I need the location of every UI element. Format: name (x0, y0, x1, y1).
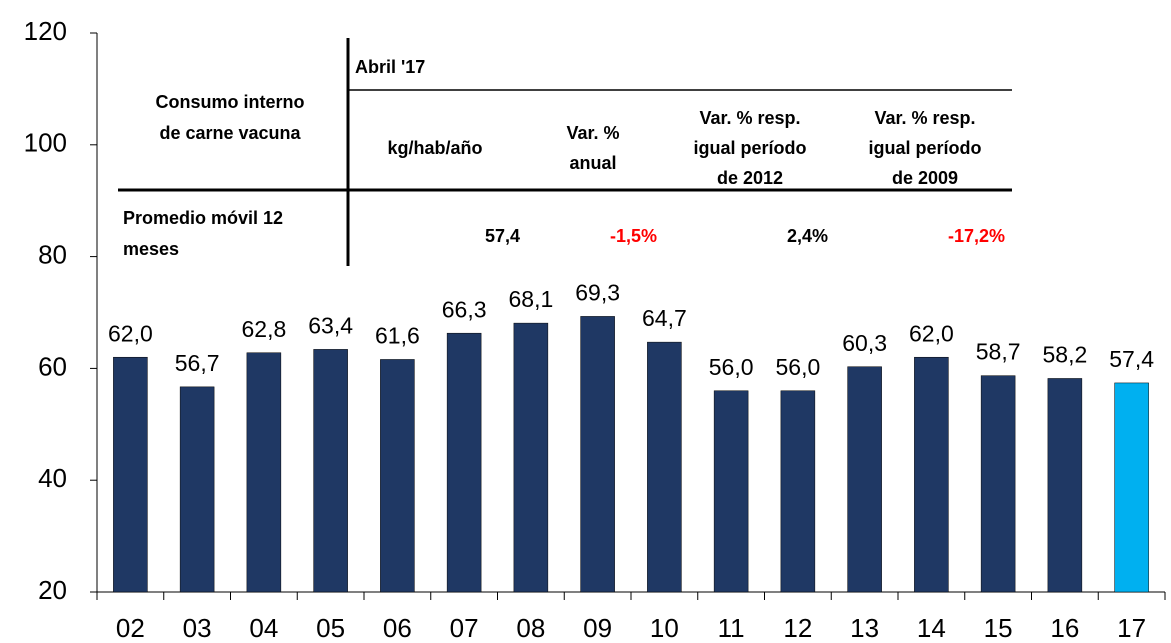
bar (847, 366, 882, 593)
table-column-header: igual período (693, 138, 806, 158)
x-tick-label: 12 (783, 613, 812, 643)
table-column-header: Var. % resp. (874, 108, 975, 128)
x-tick-label: 09 (583, 613, 612, 643)
bar (113, 356, 148, 593)
bar (446, 332, 482, 593)
table-column-header: Var. % (566, 123, 619, 143)
bar (380, 359, 415, 593)
table-column-header: kg/hab/año (387, 138, 482, 158)
bar (647, 341, 682, 593)
bar (780, 390, 816, 593)
bar (980, 375, 1016, 593)
table-cell: 2,4% (787, 226, 828, 246)
value-label: 62,0 (909, 320, 954, 346)
y-tick-label: 100 (24, 128, 67, 158)
x-tick-label: 05 (316, 613, 345, 643)
x-tick-label: 02 (116, 613, 145, 643)
bar (914, 356, 949, 593)
table-cell: -17,2% (948, 226, 1005, 246)
value-label: 62,0 (108, 320, 153, 346)
x-tick-label: 04 (249, 613, 278, 643)
value-label: 56,0 (709, 354, 754, 380)
table-period: Abril '17 (355, 57, 425, 77)
x-tick-label: 17 (1117, 613, 1146, 643)
bar (1047, 378, 1083, 593)
table-column-header: anual (569, 153, 616, 173)
y-tick-label: 120 (24, 16, 67, 46)
table-row-label: meses (123, 239, 179, 259)
value-label: 63,4 (308, 312, 353, 338)
y-tick-label: 20 (38, 575, 67, 605)
x-tick-label: 06 (383, 613, 412, 643)
value-label: 64,7 (642, 305, 687, 331)
value-label: 56,7 (175, 350, 220, 376)
x-tick-label: 16 (1050, 613, 1079, 643)
value-label: 69,3 (575, 279, 620, 305)
value-label: 60,3 (842, 330, 887, 356)
value-label: 58,7 (976, 339, 1021, 365)
table-cell: 57,4 (485, 226, 520, 246)
y-tick-label: 60 (38, 351, 67, 381)
x-tick-label: 10 (650, 613, 679, 643)
value-label: 57,4 (1109, 346, 1154, 372)
table-row-label: Promedio móvil 12 (123, 208, 283, 228)
bar (1114, 382, 1149, 593)
value-label: 56,0 (775, 354, 820, 380)
bar (580, 316, 615, 593)
bar (513, 322, 549, 593)
x-tick-label: 14 (917, 613, 946, 643)
value-label: 58,2 (1042, 342, 1087, 368)
value-label: 68,1 (508, 286, 553, 312)
x-tick-label: 13 (850, 613, 879, 643)
y-tick-label: 80 (38, 239, 67, 269)
x-tick-label: 11 (718, 613, 745, 643)
table-column-header: de 2012 (717, 168, 783, 188)
bar (246, 352, 282, 593)
value-label: 66,3 (442, 296, 487, 322)
table-row-header: Consumo interno (156, 92, 305, 112)
x-tick-label: 15 (984, 613, 1013, 643)
table-column-header: Var. % resp. (699, 108, 800, 128)
value-label: 61,6 (375, 323, 420, 349)
x-tick-label: 03 (183, 613, 212, 643)
bar (713, 390, 749, 593)
x-tick-label: 07 (450, 613, 479, 643)
value-label: 62,8 (241, 316, 286, 342)
y-tick-label: 40 (38, 463, 67, 493)
table-row-header: de carne vacuna (159, 123, 301, 143)
bar (179, 386, 215, 593)
x-tick-label: 08 (516, 613, 545, 643)
table-cell: -1,5% (610, 226, 657, 246)
table-column-header: igual período (868, 138, 981, 158)
bar (313, 349, 348, 593)
table-column-header: de 2009 (892, 168, 958, 188)
